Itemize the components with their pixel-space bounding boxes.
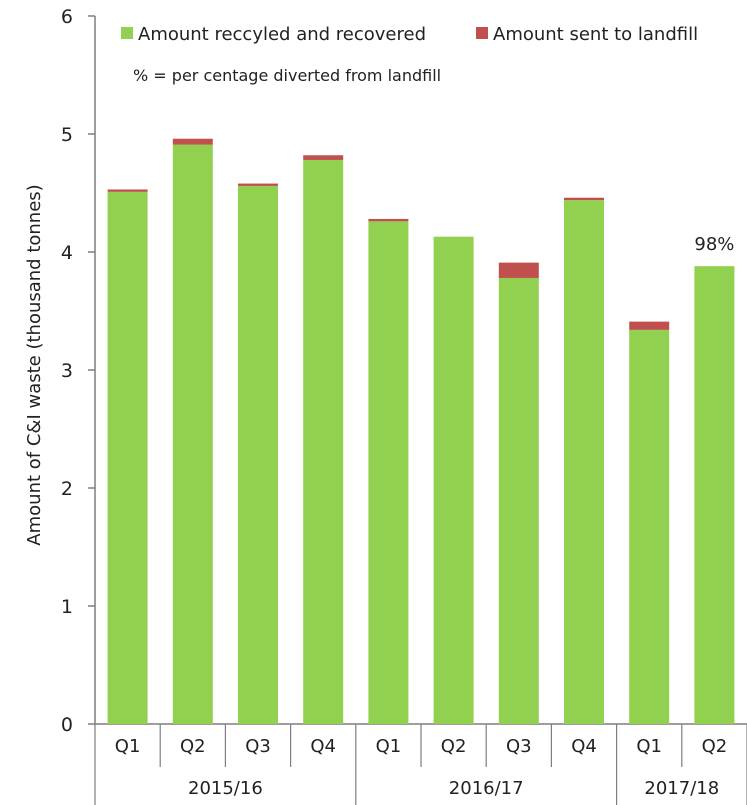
x-category-label: Q1 bbox=[376, 736, 402, 757]
bar-recycled bbox=[107, 191, 148, 724]
bar-recycled bbox=[498, 277, 539, 724]
x-group-label: 2015/16 bbox=[188, 778, 263, 799]
legend-swatch bbox=[121, 27, 133, 39]
y-tick-label: 5 bbox=[61, 124, 73, 146]
y-tick-label: 3 bbox=[61, 360, 73, 382]
bar-landfill bbox=[564, 197, 604, 201]
bar-recycled bbox=[564, 200, 604, 724]
x-category-label: Q2 bbox=[702, 736, 728, 757]
labels: 0 1 2 3 4 5 6 Amount of C&I waste (thousand ton… bbox=[24, 6, 734, 799]
x-category-label: Q4 bbox=[571, 736, 597, 757]
x-group-label: 2017/18 bbox=[644, 778, 719, 799]
bar-recycled bbox=[303, 159, 344, 724]
bar-landfill bbox=[498, 262, 539, 278]
y-tick-label: 2 bbox=[61, 478, 73, 500]
x-category-label: Q1 bbox=[115, 736, 141, 757]
y-tick-label: 0 bbox=[61, 714, 73, 736]
y-tick-label: 4 bbox=[61, 242, 73, 264]
y-tick-label: 1 bbox=[61, 596, 73, 618]
bar-landfill bbox=[172, 138, 213, 145]
bar-recycled bbox=[694, 266, 735, 724]
x-category-label: Q3 bbox=[506, 736, 532, 757]
bar-recycled bbox=[172, 144, 213, 724]
y-tick-label: 6 bbox=[61, 6, 73, 28]
legend-note: % = per centage diverted from landfill bbox=[133, 66, 441, 85]
legend-label: Amount reccyled and recovered bbox=[138, 24, 426, 45]
bar-landfill bbox=[107, 189, 148, 192]
data-label: 98% bbox=[694, 234, 734, 255]
legend: Amount reccyled and recovered Amount sent… bbox=[121, 24, 698, 85]
bar-recycled bbox=[238, 185, 278, 725]
legend-label: Amount sent to landfill bbox=[493, 24, 698, 45]
y-axis-title: Amount of C&I waste (thousand tonnes) bbox=[24, 184, 45, 545]
bar-recycled bbox=[629, 329, 670, 724]
bar-landfill bbox=[368, 218, 409, 222]
bar-recycled bbox=[368, 221, 409, 724]
x-group-label: 2016/17 bbox=[449, 778, 524, 799]
x-category-label: Q2 bbox=[180, 736, 206, 757]
bar-landfill bbox=[303, 155, 344, 160]
bar-recycled bbox=[433, 236, 474, 724]
x-category-label: Q1 bbox=[636, 736, 662, 757]
x-category-label: Q2 bbox=[441, 736, 467, 757]
legend-swatch bbox=[476, 27, 488, 39]
x-category-label: Q3 bbox=[245, 736, 271, 757]
bar-landfill bbox=[238, 183, 278, 186]
bar-landfill bbox=[629, 321, 670, 330]
x-category-label: Q4 bbox=[310, 736, 336, 757]
bars bbox=[107, 138, 735, 725]
